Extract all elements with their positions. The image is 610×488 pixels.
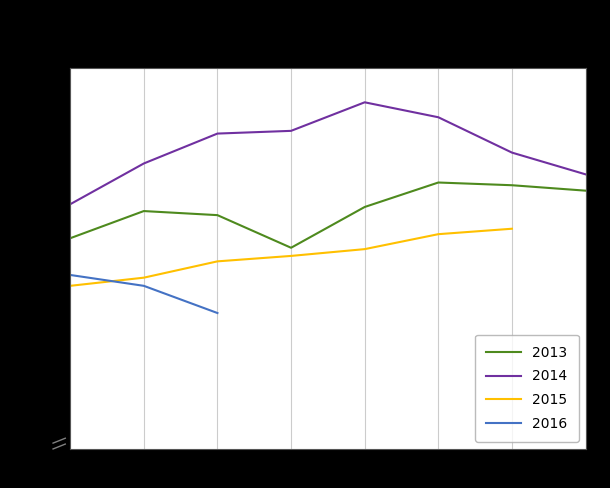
- 2013: [435, 180, 442, 185]
- 2014: [582, 171, 589, 177]
- 2014: [435, 114, 442, 120]
- 2015: [435, 231, 442, 237]
- 2014: [508, 150, 515, 156]
- 2013: [287, 245, 295, 251]
- 2013: [582, 188, 589, 194]
- 2015: [287, 253, 295, 259]
- 2013: [140, 208, 148, 214]
- 2016: [214, 310, 221, 316]
- Line: 2013: 2013: [70, 183, 586, 248]
- 2013: [66, 235, 74, 241]
- 2015: [214, 259, 221, 264]
- 2014: [214, 131, 221, 137]
- Line: 2015: 2015: [70, 229, 512, 286]
- 2014: [287, 128, 295, 134]
- 2013: [508, 183, 515, 188]
- 2013: [361, 204, 368, 210]
- 2015: [140, 275, 148, 281]
- 2015: [361, 246, 368, 252]
- 2016: [140, 283, 148, 289]
- 2015: [66, 283, 74, 289]
- 2014: [66, 202, 74, 207]
- Text: 0: 0: [56, 454, 64, 467]
- 2014: [140, 161, 148, 166]
- 2015: [508, 226, 515, 232]
- Legend: 2013, 2014, 2015, 2016: 2013, 2014, 2015, 2016: [475, 335, 579, 442]
- Line: 2016: 2016: [70, 275, 217, 313]
- Line: 2014: 2014: [70, 102, 586, 204]
- 2016: [66, 272, 74, 278]
- 2014: [361, 100, 368, 105]
- 2013: [214, 212, 221, 218]
